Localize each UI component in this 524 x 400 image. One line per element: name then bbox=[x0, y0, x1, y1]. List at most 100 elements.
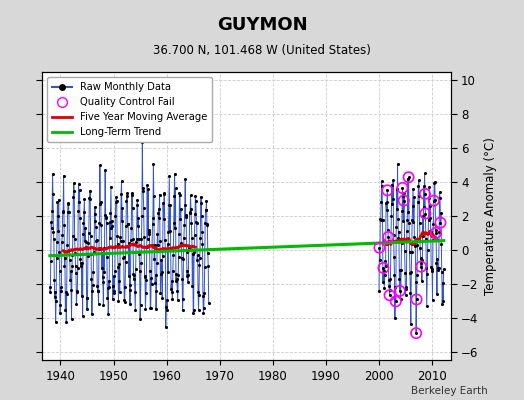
Point bbox=[421, 191, 429, 197]
Point bbox=[106, 234, 114, 241]
Point bbox=[422, 236, 430, 242]
Point bbox=[59, 172, 68, 179]
Point bbox=[194, 288, 202, 295]
Point bbox=[48, 225, 56, 232]
Point bbox=[73, 288, 82, 294]
Point bbox=[435, 229, 443, 235]
Point bbox=[113, 233, 122, 239]
Point bbox=[375, 244, 384, 251]
Point bbox=[392, 224, 400, 230]
Point bbox=[174, 272, 182, 279]
Point bbox=[142, 277, 150, 283]
Point bbox=[75, 187, 84, 193]
Point bbox=[436, 220, 445, 226]
Point bbox=[116, 238, 125, 244]
Point bbox=[150, 256, 158, 262]
Point bbox=[418, 257, 427, 263]
Point bbox=[119, 255, 127, 261]
Point bbox=[140, 274, 149, 280]
Point bbox=[110, 273, 118, 279]
Point bbox=[411, 243, 419, 249]
Point bbox=[95, 220, 104, 227]
Point bbox=[184, 272, 192, 279]
Point bbox=[101, 211, 109, 218]
Point bbox=[67, 268, 75, 274]
Point bbox=[70, 236, 79, 242]
Point bbox=[46, 284, 54, 290]
Point bbox=[166, 202, 174, 208]
Point bbox=[150, 193, 158, 200]
Point bbox=[398, 185, 407, 191]
Point bbox=[124, 221, 132, 228]
Point bbox=[114, 298, 123, 304]
Point bbox=[181, 214, 190, 220]
Point bbox=[112, 199, 120, 205]
Point bbox=[172, 276, 181, 282]
Point bbox=[404, 208, 412, 215]
Point bbox=[161, 237, 169, 243]
Point bbox=[179, 256, 188, 262]
Point bbox=[161, 246, 170, 252]
Point bbox=[384, 234, 392, 240]
Point bbox=[405, 248, 413, 255]
Point bbox=[47, 258, 55, 264]
Point bbox=[133, 201, 141, 208]
Point bbox=[431, 197, 439, 204]
Point bbox=[389, 232, 398, 238]
Point bbox=[200, 290, 209, 296]
Point bbox=[182, 248, 191, 255]
Point bbox=[137, 236, 146, 243]
Point bbox=[51, 318, 60, 325]
Point bbox=[63, 209, 72, 215]
Point bbox=[118, 205, 127, 211]
Point bbox=[70, 180, 78, 186]
Point bbox=[418, 278, 426, 284]
Point bbox=[146, 304, 155, 311]
Point bbox=[422, 265, 431, 272]
Point bbox=[138, 139, 147, 145]
Point bbox=[202, 207, 210, 213]
Point bbox=[91, 203, 99, 210]
Point bbox=[149, 161, 158, 168]
Point bbox=[386, 287, 394, 294]
Point bbox=[183, 268, 192, 274]
Text: GUYMON: GUYMON bbox=[217, 16, 307, 34]
Point bbox=[163, 307, 171, 314]
Point bbox=[65, 246, 73, 253]
Point bbox=[108, 223, 116, 229]
Point bbox=[176, 216, 184, 222]
Point bbox=[396, 288, 404, 294]
Point bbox=[147, 281, 156, 288]
Point bbox=[151, 280, 159, 286]
Point bbox=[189, 251, 197, 257]
Point bbox=[159, 216, 168, 222]
Point bbox=[92, 224, 100, 230]
Point bbox=[54, 196, 63, 203]
Point bbox=[52, 298, 60, 304]
Point bbox=[173, 288, 181, 294]
Point bbox=[107, 225, 116, 231]
Point bbox=[115, 261, 123, 267]
Point bbox=[408, 249, 416, 255]
Point bbox=[400, 197, 408, 204]
Point bbox=[78, 293, 86, 300]
Point bbox=[178, 276, 187, 282]
Point bbox=[99, 279, 107, 286]
Point bbox=[125, 282, 134, 288]
Point bbox=[405, 174, 413, 180]
Point bbox=[394, 161, 402, 167]
Point bbox=[416, 220, 424, 226]
Point bbox=[408, 216, 417, 223]
Point bbox=[393, 206, 401, 212]
Point bbox=[73, 289, 81, 296]
Point bbox=[434, 265, 442, 272]
Point bbox=[102, 220, 111, 226]
Point bbox=[98, 249, 106, 256]
Point bbox=[87, 250, 95, 257]
Point bbox=[439, 266, 447, 272]
Point bbox=[62, 289, 70, 295]
Point bbox=[403, 175, 412, 182]
Point bbox=[97, 222, 105, 228]
Point bbox=[430, 180, 439, 187]
Point bbox=[383, 187, 391, 194]
